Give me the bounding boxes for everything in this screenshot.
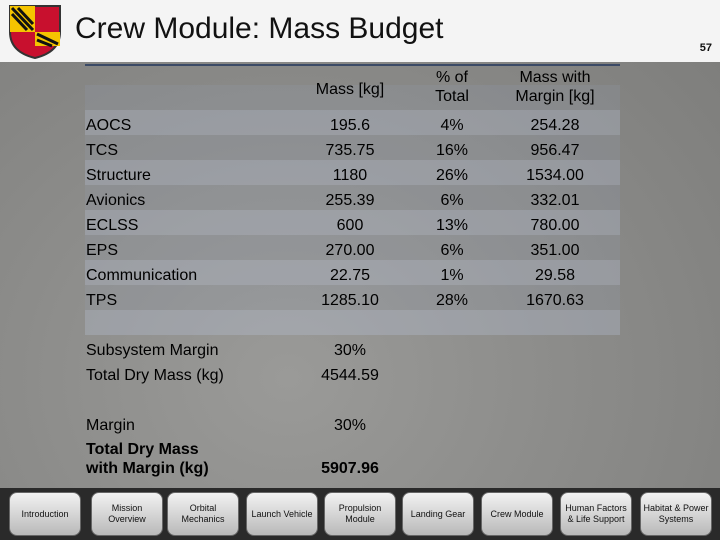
header-bar <box>0 0 720 62</box>
nav-button[interactable]: Landing Gear <box>402 492 474 536</box>
total-label: Total Dry Mass with Margin (kg) <box>86 441 209 477</box>
row-band <box>85 160 620 185</box>
row-label: TPS <box>86 292 118 309</box>
table-cell: 1% <box>440 267 464 284</box>
row-label: Avionics <box>86 192 146 209</box>
row-band <box>85 135 620 160</box>
table-cell: 22.75 <box>329 267 371 284</box>
column-header: % of Total <box>435 69 469 105</box>
margin-value: 30% <box>333 417 367 434</box>
row-band <box>85 260 620 285</box>
row-band <box>85 85 620 110</box>
slide-title: Crew Module: Mass Budget <box>75 12 444 45</box>
table-cell: 255.39 <box>325 192 375 209</box>
page-number: 57 <box>699 42 712 54</box>
column-header: Mass with Margin [kg] <box>515 69 595 105</box>
nav-button[interactable]: Mission Overview <box>91 492 163 536</box>
nav-button[interactable]: Launch Vehicle <box>246 492 318 536</box>
table-cell: 6% <box>440 242 464 259</box>
table-cell: 6% <box>440 192 464 209</box>
table-cell: 780.00 <box>530 217 580 234</box>
nav-button[interactable]: Propulsion Module <box>324 492 396 536</box>
row-label: EPS <box>86 242 119 259</box>
margin-label: Margin <box>86 417 135 434</box>
table-cell: 270.00 <box>325 242 375 259</box>
row-band <box>85 235 620 260</box>
header-rule <box>85 64 620 66</box>
table-cell: 29.58 <box>534 267 576 284</box>
summary-value: 4544.59 <box>321 367 379 384</box>
nav-button[interactable]: Introduction <box>9 492 81 536</box>
row-label: AOCS <box>86 117 132 134</box>
row-band <box>85 310 620 335</box>
row-label: Structure <box>86 167 151 184</box>
row-band <box>85 210 620 235</box>
table-cell: 1180 <box>332 167 368 184</box>
nav-button[interactable]: Crew Module <box>481 492 553 536</box>
nav-button[interactable]: Human Factors & Life Support <box>560 492 632 536</box>
row-band <box>85 285 620 310</box>
table-cell: 4% <box>440 117 464 134</box>
table-cell: 26% <box>435 167 469 184</box>
row-label: ECLSS <box>86 217 139 234</box>
table-cell: 332.01 <box>530 192 580 209</box>
row-band <box>85 110 620 135</box>
column-header: Mass [kg] <box>315 81 385 98</box>
table-cell: 600 <box>336 217 364 234</box>
nav-button[interactable]: Orbital Mechanics <box>167 492 239 536</box>
summary-value: 30% <box>333 342 367 359</box>
table-cell: 13% <box>435 217 469 234</box>
table-cell: 351.00 <box>530 242 580 259</box>
table-cell: 1285.10 <box>321 292 379 309</box>
row-label: Communication <box>86 267 198 284</box>
table-cell: 254.28 <box>530 117 580 134</box>
table-cell: 1534.00 <box>526 167 584 184</box>
table-cell: 1670.63 <box>526 292 584 309</box>
row-band <box>85 185 620 210</box>
total-value: 5907.96 <box>321 460 379 477</box>
table-cell: 956.47 <box>530 142 580 159</box>
table-cell: 28% <box>435 292 469 309</box>
table-cell: 16% <box>435 142 469 159</box>
table-cell: 195.6 <box>329 117 371 134</box>
logo <box>9 5 61 60</box>
summary-label: Subsystem Margin <box>86 342 219 359</box>
nav-button[interactable]: Habitat & Power Systems <box>640 492 712 536</box>
table-cell: 735.75 <box>325 142 375 159</box>
row-label: TCS <box>86 142 118 159</box>
summary-label: Total Dry Mass (kg) <box>86 367 224 384</box>
